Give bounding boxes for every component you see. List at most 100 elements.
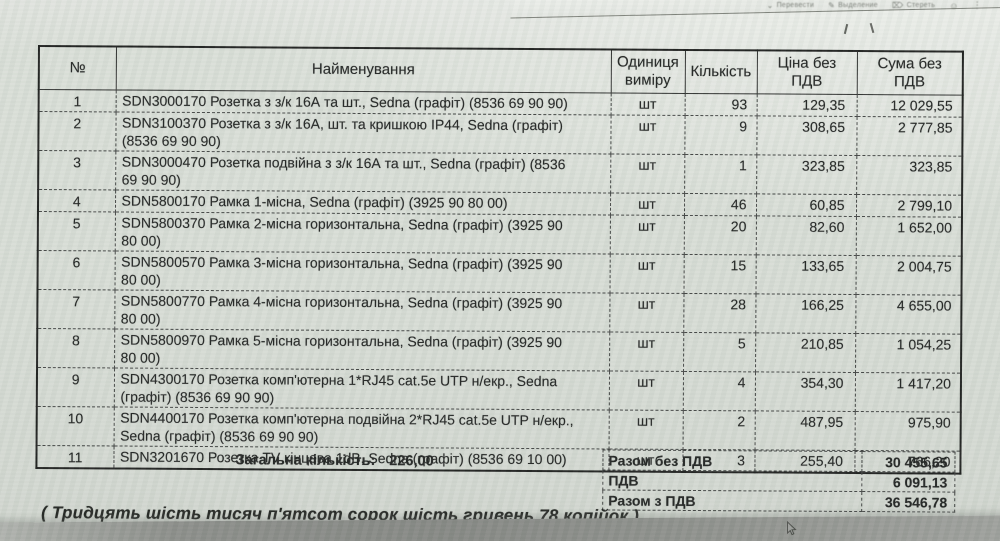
totals-label: Разом без ПДВ [602,449,863,472]
cell-unit: шт [609,253,684,294]
cell-qty: 9 [684,115,757,155]
cell-sum: 1 652,00 [855,216,962,257]
cell-qty: 20 [683,215,756,255]
cell-sum: 2 004,75 [855,255,962,296]
totals-table: Разом без ПДВ 30 455,65 ПДВ 6 091,13 Разом з… [602,449,956,513]
cell-name: SDN5800170 Рамка 1-місна, Sedna (графіт)… [114,189,611,215]
toolbar-item-label: Стереть [906,2,936,9]
cell-qty: 1 [684,154,757,194]
cell-name: SDN5800770 Рамка 4-місна горизонтальна, … [114,289,610,332]
cell-price: 210,85 [755,332,856,373]
totals-row: ПДВ 6 091,13 [602,469,955,493]
cell-name: SDN3000170 Розетка з з/к 16А та шт., Sed… [115,89,611,115]
totals-label: ПДВ [602,469,862,492]
totals-row: Разом без ПДВ 30 455,65 [602,449,956,473]
items-table-body: 1 SDN3000170 Розетка з з/к 16А та шт., Se… [36,89,963,474]
cell-qty: 5 [683,332,756,372]
cell-unit: шт [610,114,685,155]
cell-no: 5 [37,211,115,251]
cell-qty: 46 [683,193,757,216]
cell-no: 7 [37,289,115,329]
total-quantity-label: Загальна кількість: [235,452,376,470]
cell-unit: шт [608,409,683,450]
toolbar-item-label: Перевести [776,2,815,9]
table-row: 10 SDN4400170 Розетка комп'ютерна подвійн… [36,406,961,452]
cell-unit: шт [609,214,684,255]
stray-mark [843,23,849,35]
cell-price: 308,65 [756,115,857,156]
cell-sum: 2 777,85 [856,116,963,157]
column-header-no: № [38,46,116,90]
highlighter-icon: ✎ [828,0,836,10]
table-row: 8 SDN5800970 Рамка 5-місна горизонтальна,… [37,328,962,374]
mouse-cursor-icon [787,521,797,536]
cell-unit: шт [609,292,684,333]
cell-name: SDN5800970 Рамка 5-місна горизонтальна, … [114,328,610,371]
viewer-toolbar: ⌄ Перевести ✎ Выделение ⌦ Стереть ☺ ⋮ [767,0,982,11]
column-header-qty: Кількість [684,49,757,94]
column-header-name: Найменування [115,46,611,93]
cell-price: 60,85 [755,193,857,217]
totals-table-body: Разом без ПДВ 30 455,65 ПДВ 6 091,13 Разом з… [602,449,956,513]
cell-name: SDN5800570 Рамка 3-місна горизонтальна, … [114,250,610,293]
cell-unit: шт [610,153,685,194]
cell-sum: 323,85 [856,155,963,196]
column-header-unit: Одиниця виміру [610,49,685,94]
cell-no: 4 [37,189,116,212]
table-row: 9 SDN4300170 Розетка комп'ютерна 1*RJ45 c… [36,367,962,413]
cell-no: 8 [37,328,115,368]
total-quantity-value: 226,00 [389,453,434,470]
cell-no: 1 [38,89,116,112]
cell-sum: 2 799,10 [855,194,963,218]
toolbar-item[interactable]: ⌄ Перевести [766,0,815,10]
cell-sum: 1 054,25 [855,333,962,374]
cell-price: 166,25 [755,293,856,334]
cell-unit: шт [608,370,684,411]
table-row: 5 SDN5800370 Рамка 2-місна горизонтальна,… [37,211,962,257]
cell-unit: шт [609,192,685,216]
cell-no: 10 [36,406,114,446]
table-row: 6 SDN5800570 Рамка 3-місна горизонтальна,… [37,250,962,296]
emoji-icon[interactable]: ☺ [949,0,959,11]
cell-no: 6 [37,250,115,290]
cell-name: SDN5800370 Рамка 2-місна горизонтальна, … [114,211,610,254]
toolbar-item[interactable]: ⌦ Стереть [891,0,936,10]
cell-unit: шт [610,92,685,116]
eraser-icon: ⌦ [891,0,904,10]
cell-no: 3 [38,150,116,190]
translate-icon: ⌄ [766,0,774,10]
table-row: 7 SDN5800770 Рамка 4-місна горизонтальна,… [37,289,962,335]
totals-row: Разом з ПДВ 36 546,78 [602,489,955,513]
cell-sum: 4 655,00 [855,294,962,335]
totals-value: 6 091,13 [861,471,955,493]
toolbar-item[interactable]: ✎ Выделение [828,0,878,10]
cell-sum: 12 029,55 [856,94,963,118]
cell-name: SDN4400170 Розетка комп'ютерна подвійна … [113,406,609,449]
totals-label: Разом з ПДВ [602,489,862,512]
cell-name: SDN4300170 Розетка комп'ютерна 1*RJ45 ca… [113,367,610,410]
cell-name: SDN3000470 Розетка подвійна з з/к 16А та… [115,150,611,193]
table-row: 2 SDN3100370 Розетка з з/к 16А, шт. та кр… [38,111,963,157]
totals-value: 36 546,78 [861,491,955,513]
cell-no: 11 [36,445,114,469]
column-header-sum: Сума без ПДВ [856,51,963,96]
cell-price: 487,95 [754,410,855,451]
cell-price: 323,85 [756,154,857,195]
column-header-price: Ціна без ПДВ [756,50,857,95]
cell-sum: 975,90 [854,411,961,452]
totals-value: 30 455,65 [861,451,956,473]
cell-no: 2 [38,111,116,151]
cell-price: 129,35 [756,93,857,117]
cell-price: 82,60 [755,215,856,256]
cell-qty: 15 [683,254,756,294]
cell-unit: шт [609,331,684,372]
cell-price: 354,30 [754,371,856,412]
table-row: 3 SDN3000470 Розетка подвійна з з/к 16А т… [38,150,963,196]
cell-qty: 93 [684,93,757,116]
cell-sum: 1 417,20 [854,372,962,413]
cell-price: 133,65 [755,254,856,295]
cell-no: 9 [36,367,115,407]
cell-name: SDN3100370 Розетка з з/к 16А, шт. та кри… [115,111,611,154]
more-icon[interactable]: ⋮ [972,0,982,10]
